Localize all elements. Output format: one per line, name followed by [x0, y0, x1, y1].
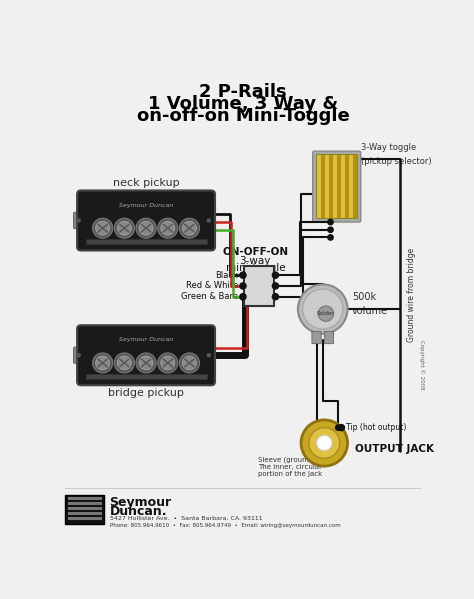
Text: mini-toggle: mini-toggle	[226, 263, 285, 273]
Text: 2 P-Rails: 2 P-Rails	[199, 83, 287, 101]
Circle shape	[118, 356, 131, 370]
Bar	[317, 155, 357, 218]
Circle shape	[207, 219, 210, 222]
Circle shape	[114, 353, 135, 373]
FancyBboxPatch shape	[204, 347, 214, 364]
FancyBboxPatch shape	[324, 331, 334, 344]
Text: Black: Black	[215, 271, 238, 280]
Text: Seymour: Seymour	[109, 496, 172, 509]
Circle shape	[328, 227, 333, 232]
Circle shape	[179, 218, 200, 238]
Bar	[68, 517, 102, 520]
Bar	[68, 512, 102, 515]
Circle shape	[328, 219, 333, 225]
Text: 3-way: 3-way	[240, 256, 271, 266]
Text: 500k
volume: 500k volume	[352, 292, 388, 316]
Circle shape	[77, 353, 80, 357]
Text: Ground wire from bridge: Ground wire from bridge	[407, 248, 416, 342]
Circle shape	[273, 294, 279, 300]
Circle shape	[158, 218, 178, 238]
Circle shape	[77, 219, 80, 222]
Text: Copyright © 2008: Copyright © 2008	[419, 340, 425, 389]
Text: Seymour Duncan: Seymour Duncan	[119, 202, 173, 208]
Circle shape	[114, 218, 135, 238]
FancyBboxPatch shape	[77, 190, 215, 250]
Text: Seymour Duncan: Seymour Duncan	[119, 337, 173, 343]
Circle shape	[273, 272, 279, 279]
Circle shape	[161, 221, 175, 235]
Text: Duncan.: Duncan.	[109, 506, 167, 518]
Text: bridge pickup: bridge pickup	[108, 388, 184, 398]
Bar	[68, 502, 102, 504]
Text: (pickup selector): (pickup selector)	[361, 156, 431, 165]
Bar	[86, 239, 207, 244]
Text: Phone: 805.964.9610  •  Fax: 805.964.9749  •  Email: wiring@seymourduncan.com: Phone: 805.964.9610 • Fax: 805.964.9749 …	[109, 523, 340, 528]
Text: Solder: Solder	[317, 311, 335, 316]
Bar	[68, 497, 102, 500]
Circle shape	[179, 353, 200, 373]
Circle shape	[240, 283, 246, 289]
Text: on-off-on Mini-Toggle: on-off-on Mini-Toggle	[137, 107, 349, 125]
Circle shape	[318, 306, 334, 321]
Bar	[86, 374, 207, 379]
Circle shape	[302, 289, 343, 329]
Text: 1 Volume, 3 Way &: 1 Volume, 3 Way &	[148, 95, 338, 113]
Circle shape	[317, 435, 332, 450]
Circle shape	[136, 353, 156, 373]
Text: Red & White: Red & White	[186, 282, 238, 291]
Circle shape	[118, 221, 131, 235]
FancyBboxPatch shape	[73, 347, 84, 364]
Text: Tip (hot output): Tip (hot output)	[346, 423, 406, 432]
Text: OUTPUT JACK: OUTPUT JACK	[356, 444, 434, 454]
Text: Sleeve (ground).: Sleeve (ground).	[258, 457, 317, 464]
Circle shape	[273, 283, 279, 289]
FancyBboxPatch shape	[73, 213, 84, 229]
Circle shape	[207, 353, 210, 357]
Circle shape	[240, 272, 246, 279]
Circle shape	[182, 221, 196, 235]
Text: The inner, circular: The inner, circular	[258, 464, 322, 470]
Text: ON-OFF-ON: ON-OFF-ON	[222, 247, 288, 258]
FancyBboxPatch shape	[312, 331, 321, 344]
Circle shape	[158, 353, 178, 373]
Circle shape	[139, 356, 153, 370]
Circle shape	[328, 235, 333, 240]
Circle shape	[136, 218, 156, 238]
Circle shape	[301, 420, 347, 466]
FancyBboxPatch shape	[204, 213, 214, 229]
Circle shape	[96, 356, 109, 370]
Circle shape	[96, 221, 109, 235]
Circle shape	[309, 428, 340, 458]
Text: neck pickup: neck pickup	[113, 178, 179, 188]
Text: portion of the jack: portion of the jack	[258, 471, 323, 477]
Circle shape	[92, 353, 113, 373]
FancyBboxPatch shape	[77, 325, 215, 385]
Text: Green & Bare: Green & Bare	[181, 292, 238, 301]
FancyBboxPatch shape	[313, 151, 361, 222]
Circle shape	[298, 285, 347, 334]
Bar	[245, 266, 274, 306]
Circle shape	[240, 294, 246, 300]
Bar	[68, 507, 102, 510]
Circle shape	[139, 221, 153, 235]
Text: 3-Way toggle: 3-Way toggle	[361, 143, 416, 152]
Text: 5427 Hollister Ave.  •  Santa Barbara, CA. 93111: 5427 Hollister Ave. • Santa Barbara, CA.…	[109, 516, 262, 521]
Bar	[65, 495, 104, 524]
Circle shape	[92, 218, 113, 238]
Circle shape	[336, 425, 341, 430]
Circle shape	[161, 356, 175, 370]
Circle shape	[182, 356, 196, 370]
Circle shape	[338, 425, 345, 431]
